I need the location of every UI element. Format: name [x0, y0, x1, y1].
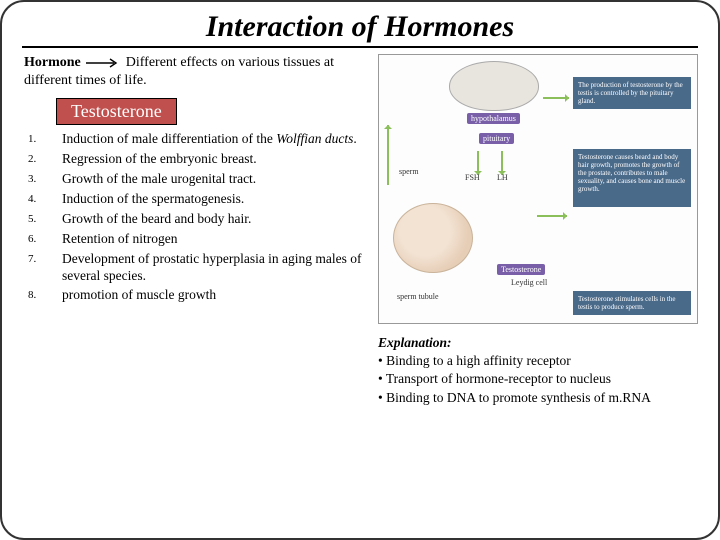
list-item: Growth of the beard and body hair.: [28, 211, 362, 228]
right-column: hypothalamus pituitary sperm FSH LH Test…: [372, 54, 698, 407]
arrow-right-icon: [543, 97, 569, 99]
list-item: Growth of the male urogenital tract.: [28, 171, 362, 188]
list-item: Transport of hormone-receptor to nucleus: [378, 370, 698, 388]
sub-header: Testosterone: [56, 98, 177, 125]
hormone-diagram: hypothalamus pituitary sperm FSH LH Test…: [378, 54, 698, 324]
explanation-list: Binding to a high affinity receptor Tran…: [378, 352, 698, 407]
diagram-caption-1: The production of testosterone by the te…: [573, 77, 691, 109]
intro-text: Hormone Different effects on various tis…: [22, 54, 362, 90]
sub-header-wrap: Testosterone: [56, 98, 362, 125]
arrow-icon: [86, 58, 120, 68]
testis-icon: [393, 203, 473, 273]
list-item: Binding to DNA to promote synthesis of m…: [378, 389, 698, 407]
slide-title: Interaction of Hormones: [22, 10, 698, 48]
list-item: Binding to a high affinity receptor: [378, 352, 698, 370]
brain-icon: [449, 61, 539, 111]
list-item: promotion of muscle growth: [28, 287, 362, 304]
lh-label: LH: [497, 173, 508, 182]
list-item: Regression of the embryonic breast.: [28, 151, 362, 168]
arrow-right-icon: [537, 215, 567, 217]
intro-lead: Hormone: [24, 55, 81, 70]
arrow-down-icon: [477, 151, 479, 175]
diagram-caption-3: Testosterone stimulates cells in the tes…: [573, 291, 691, 315]
pituitary-label: pituitary: [479, 133, 514, 144]
sperm-label: sperm: [399, 167, 419, 176]
arrow-up-icon: [387, 125, 389, 185]
list-item: Induction of male differentiation of the…: [28, 131, 362, 148]
fsh-label: FSH: [465, 173, 480, 182]
effects-list: Induction of male differentiation of the…: [22, 131, 362, 304]
explanation-heading: Explanation:: [378, 334, 698, 352]
tubule-label: sperm tubule: [397, 292, 439, 301]
explanation-block: Explanation: Binding to a high affinity …: [372, 334, 698, 407]
list-item: Development of prostatic hyperplasia in …: [28, 251, 362, 285]
list-item: Induction of the spermatogenesis.: [28, 191, 362, 208]
arrow-down-icon: [501, 151, 503, 175]
diagram-caption-2: Testosterone causes beard and body hair …: [573, 149, 691, 207]
testosterone-label: Testosterone: [497, 264, 545, 275]
hypothalamus-label: hypothalamus: [467, 113, 520, 124]
leydig-label: Leydig cell: [511, 278, 547, 287]
content-columns: Hormone Different effects on various tis…: [22, 54, 698, 407]
slide: Interaction of Hormones Hormone Differen…: [0, 0, 720, 540]
left-column: Hormone Different effects on various tis…: [22, 54, 362, 407]
list-item: Retention of nitrogen: [28, 231, 362, 248]
